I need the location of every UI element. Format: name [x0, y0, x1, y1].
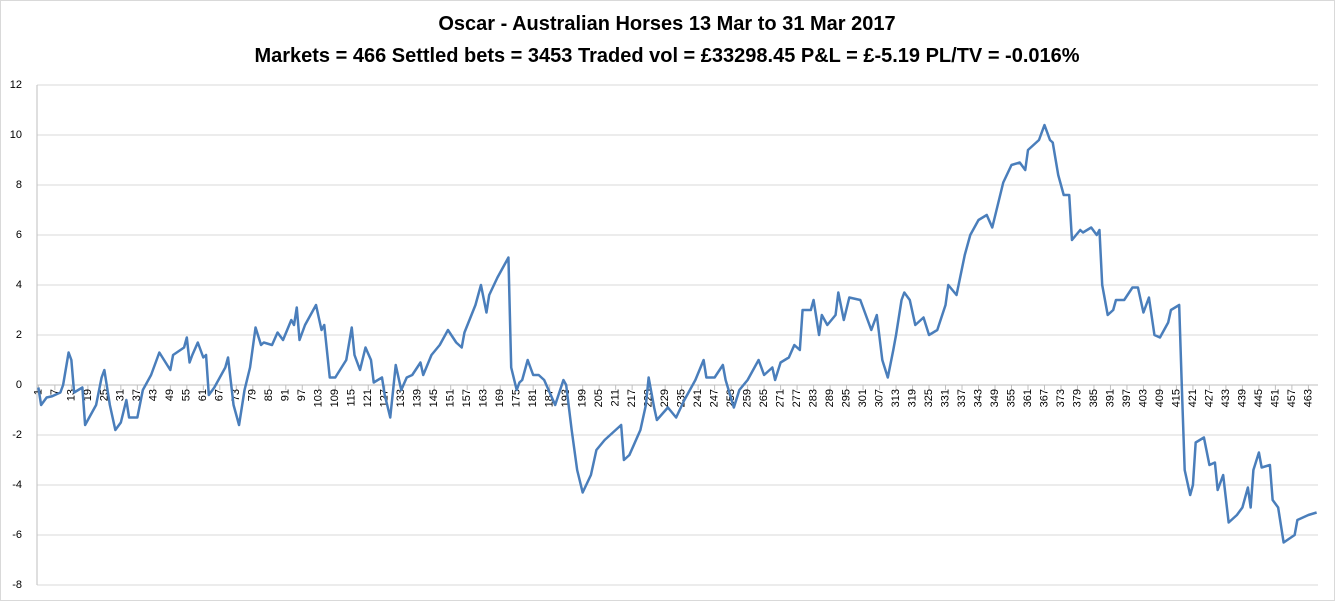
x-tick-label: 115 — [346, 389, 358, 407]
data-line — [37, 123, 1317, 544]
x-tick-label: 385 — [1088, 389, 1100, 407]
x-tick-label: 91 — [280, 389, 292, 401]
x-tick-label: 61 — [197, 389, 209, 401]
x-tick-label: 7 — [49, 389, 61, 395]
x-tick-label: 109 — [329, 389, 341, 407]
chart-title: Oscar - Australian Horses 13 Mar to 31 M… — [438, 13, 895, 35]
x-tick-label: 451 — [1269, 389, 1281, 407]
x-tick-label: 439 — [1236, 389, 1248, 407]
x-tick-label: 79 — [247, 389, 259, 401]
x-tick-label: 433 — [1220, 389, 1232, 407]
x-tick-label: 121 — [362, 389, 374, 407]
y-tick-label: 12 — [10, 79, 22, 91]
y-tick-label: -4 — [12, 479, 22, 491]
x-tick-label: 409 — [1154, 389, 1166, 407]
x-tick-label: 295 — [840, 389, 852, 407]
x-tick-label: 373 — [1055, 389, 1067, 407]
x-tick-label: 343 — [972, 389, 984, 407]
x-tick-label: 241 — [692, 389, 704, 407]
x-tick-label: 403 — [1137, 389, 1149, 407]
x-tick-label: 55 — [181, 389, 193, 401]
x-tick-label: 85 — [263, 389, 275, 401]
x-tick-label: 355 — [1005, 389, 1017, 407]
x-tick-label: 367 — [1038, 389, 1050, 407]
x-tick-label: 145 — [428, 389, 440, 407]
x-tick-label: 19 — [82, 389, 94, 401]
x-tick-label: 331 — [939, 389, 951, 407]
x-tick-label: 175 — [511, 389, 523, 407]
x-tick-label: 277 — [791, 389, 803, 407]
x-tick-label: 325 — [923, 389, 935, 407]
x-tick-label: 205 — [593, 389, 605, 407]
x-tick-label: 187 — [544, 389, 556, 407]
x-tick-label: 139 — [412, 389, 424, 407]
chart-subtitle: Markets = 466 Settled bets = 3453 Traded… — [254, 45, 1079, 67]
y-tick-label: 0 — [16, 379, 22, 391]
y-tick-label: 6 — [16, 229, 22, 241]
x-tick-label: 427 — [1203, 389, 1215, 407]
x-tick-label: 169 — [494, 389, 506, 407]
x-tick-label: 247 — [709, 389, 721, 407]
x-tick-label: 235 — [676, 389, 688, 407]
x-tick-label: 421 — [1187, 389, 1199, 407]
x-tick-label: 337 — [956, 389, 968, 407]
x-tick-label: 415 — [1170, 389, 1182, 407]
x-tick-label: 157 — [461, 389, 473, 407]
x-tick-label: 361 — [1022, 389, 1034, 407]
x-tick-label: 463 — [1302, 389, 1314, 407]
y-tick-label: 4 — [16, 279, 22, 291]
y-tick-label: -6 — [12, 529, 22, 541]
x-tick-label: 163 — [478, 389, 490, 407]
x-tick-label: 67 — [214, 389, 226, 401]
x-tick-label: 43 — [148, 389, 160, 401]
y-tick-label: 10 — [10, 129, 22, 141]
x-tick-label: 301 — [857, 389, 869, 407]
x-tick-label: 319 — [906, 389, 918, 407]
x-tick-label: 397 — [1121, 389, 1133, 407]
x-tick-label: 349 — [989, 389, 1001, 407]
x-tick-label: 283 — [807, 389, 819, 407]
x-tick-label: 103 — [313, 389, 325, 407]
x-tick-label: 151 — [445, 389, 457, 407]
x-tick-label: 307 — [873, 389, 885, 407]
x-tick-label: 445 — [1253, 389, 1265, 407]
x-tick-label: 217 — [626, 389, 638, 407]
x-tick-label: 271 — [774, 389, 786, 407]
x-tick-label: 265 — [758, 389, 770, 407]
x-tick-label: 229 — [659, 389, 671, 407]
y-tick-label: -2 — [12, 429, 22, 441]
x-tick-label: 457 — [1286, 389, 1298, 407]
x-tick-label: 199 — [577, 389, 589, 407]
x-tick-label: 289 — [824, 389, 836, 407]
x-tick-label: 31 — [115, 389, 127, 401]
x-tick-label: 259 — [742, 389, 754, 407]
y-tick-label: 2 — [16, 329, 22, 341]
y-tick-label: 8 — [16, 179, 22, 191]
x-tick-label: 133 — [395, 389, 407, 407]
x-tick-label: 379 — [1071, 389, 1083, 407]
y-tick-label: -8 — [12, 579, 22, 591]
x-tick-label: 313 — [890, 389, 902, 407]
x-tick-label: 97 — [296, 389, 308, 401]
x-tick-label: 49 — [164, 389, 176, 401]
x-tick-label: 181 — [527, 389, 539, 407]
x-tick-label: 211 — [610, 389, 622, 407]
x-tick-label: 391 — [1104, 389, 1116, 407]
